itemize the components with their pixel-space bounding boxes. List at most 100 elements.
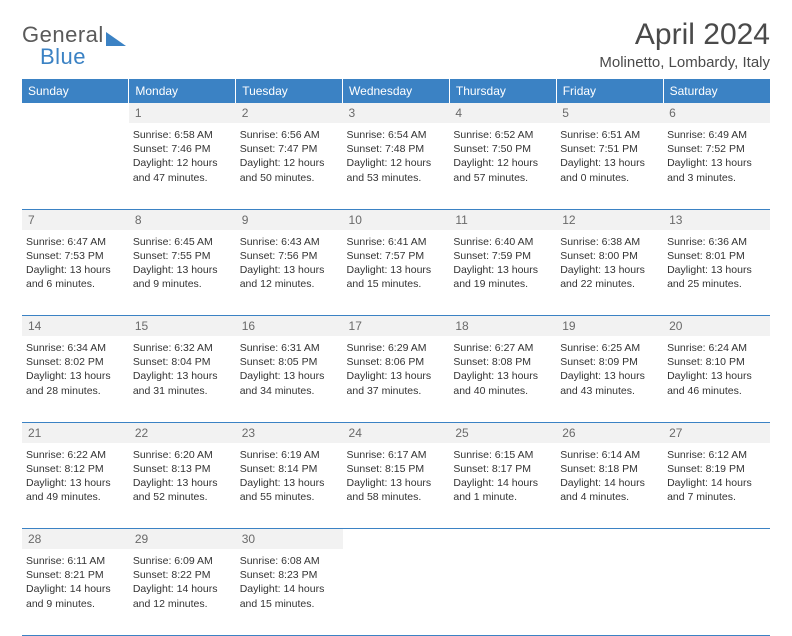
day-number: 4 — [449, 103, 556, 123]
day-detail: Sunrise: 6:54 AMSunset: 7:48 PMDaylight:… — [347, 126, 446, 185]
day-cell: Sunrise: 6:54 AMSunset: 7:48 PMDaylight:… — [343, 123, 450, 209]
day-cell: Sunrise: 6:22 AMSunset: 8:12 PMDaylight:… — [22, 443, 129, 529]
daynum-row: 78910111213 — [22, 209, 770, 230]
header: General Blue April 2024 Molinetto, Lomba… — [22, 18, 770, 71]
day-number: 24 — [343, 422, 450, 443]
calendar-body: 123456Sunrise: 6:58 AMSunset: 7:46 PMDay… — [22, 103, 770, 635]
day-cell: Sunrise: 6:32 AMSunset: 8:04 PMDaylight:… — [129, 336, 236, 422]
day-number: 26 — [556, 422, 663, 443]
day-number: 22 — [129, 422, 236, 443]
col-thursday: Thursday — [449, 79, 556, 103]
day-detail: Sunrise: 6:14 AMSunset: 8:18 PMDaylight:… — [560, 446, 659, 505]
col-wednesday: Wednesday — [343, 79, 450, 103]
col-friday: Friday — [556, 79, 663, 103]
day-number: 8 — [129, 209, 236, 230]
day-cell — [449, 549, 556, 635]
day-detail: Sunrise: 6:41 AMSunset: 7:57 PMDaylight:… — [347, 233, 446, 292]
day-cell: Sunrise: 6:49 AMSunset: 7:52 PMDaylight:… — [663, 123, 770, 209]
day-cell: Sunrise: 6:24 AMSunset: 8:10 PMDaylight:… — [663, 336, 770, 422]
col-sunday: Sunday — [22, 79, 129, 103]
day-detail — [560, 552, 659, 554]
day-detail: Sunrise: 6:31 AMSunset: 8:05 PMDaylight:… — [240, 339, 339, 398]
day-cell — [556, 549, 663, 635]
week-row: Sunrise: 6:11 AMSunset: 8:21 PMDaylight:… — [22, 549, 770, 635]
day-number: 12 — [556, 209, 663, 230]
day-detail — [667, 552, 766, 554]
day-cell — [343, 549, 450, 635]
day-detail: Sunrise: 6:15 AMSunset: 8:17 PMDaylight:… — [453, 446, 552, 505]
day-number: 13 — [663, 209, 770, 230]
day-number: 15 — [129, 316, 236, 337]
day-cell: Sunrise: 6:43 AMSunset: 7:56 PMDaylight:… — [236, 230, 343, 316]
day-detail — [347, 552, 446, 554]
logo: General Blue — [22, 18, 104, 70]
day-cell: Sunrise: 6:17 AMSunset: 8:15 PMDaylight:… — [343, 443, 450, 529]
day-detail: Sunrise: 6:08 AMSunset: 8:23 PMDaylight:… — [240, 552, 339, 611]
day-detail: Sunrise: 6:20 AMSunset: 8:13 PMDaylight:… — [133, 446, 232, 505]
title-block: April 2024 Molinetto, Lombardy, Italy — [599, 18, 770, 71]
day-detail: Sunrise: 6:56 AMSunset: 7:47 PMDaylight:… — [240, 126, 339, 185]
day-detail: Sunrise: 6:52 AMSunset: 7:50 PMDaylight:… — [453, 126, 552, 185]
day-detail: Sunrise: 6:09 AMSunset: 8:22 PMDaylight:… — [133, 552, 232, 611]
day-detail: Sunrise: 6:34 AMSunset: 8:02 PMDaylight:… — [26, 339, 125, 398]
day-detail: Sunrise: 6:40 AMSunset: 7:59 PMDaylight:… — [453, 233, 552, 292]
day-number: 17 — [343, 316, 450, 337]
day-detail: Sunrise: 6:36 AMSunset: 8:01 PMDaylight:… — [667, 233, 766, 292]
day-cell: Sunrise: 6:38 AMSunset: 8:00 PMDaylight:… — [556, 230, 663, 316]
page-title: April 2024 — [599, 18, 770, 52]
day-number: 16 — [236, 316, 343, 337]
day-number — [343, 529, 450, 550]
day-number — [22, 103, 129, 123]
day-detail: Sunrise: 6:32 AMSunset: 8:04 PMDaylight:… — [133, 339, 232, 398]
day-cell: Sunrise: 6:58 AMSunset: 7:46 PMDaylight:… — [129, 123, 236, 209]
day-number: 28 — [22, 529, 129, 550]
day-cell: Sunrise: 6:31 AMSunset: 8:05 PMDaylight:… — [236, 336, 343, 422]
location-text: Molinetto, Lombardy, Italy — [599, 54, 770, 71]
day-number: 25 — [449, 422, 556, 443]
day-detail: Sunrise: 6:19 AMSunset: 8:14 PMDaylight:… — [240, 446, 339, 505]
day-cell: Sunrise: 6:09 AMSunset: 8:22 PMDaylight:… — [129, 549, 236, 635]
calendar-table: Sunday Monday Tuesday Wednesday Thursday… — [22, 79, 770, 636]
week-row: Sunrise: 6:47 AMSunset: 7:53 PMDaylight:… — [22, 230, 770, 316]
day-cell: Sunrise: 6:12 AMSunset: 8:19 PMDaylight:… — [663, 443, 770, 529]
week-row: Sunrise: 6:22 AMSunset: 8:12 PMDaylight:… — [22, 443, 770, 529]
day-detail: Sunrise: 6:12 AMSunset: 8:19 PMDaylight:… — [667, 446, 766, 505]
day-cell: Sunrise: 6:45 AMSunset: 7:55 PMDaylight:… — [129, 230, 236, 316]
daynum-row: 21222324252627 — [22, 422, 770, 443]
day-number: 5 — [556, 103, 663, 123]
day-cell — [22, 123, 129, 209]
day-number: 1 — [129, 103, 236, 123]
day-cell: Sunrise: 6:19 AMSunset: 8:14 PMDaylight:… — [236, 443, 343, 529]
day-detail: Sunrise: 6:51 AMSunset: 7:51 PMDaylight:… — [560, 126, 659, 185]
logo-line2: Blue — [40, 44, 104, 70]
day-number — [663, 529, 770, 550]
day-number: 14 — [22, 316, 129, 337]
day-number: 27 — [663, 422, 770, 443]
day-cell: Sunrise: 6:25 AMSunset: 8:09 PMDaylight:… — [556, 336, 663, 422]
day-number: 10 — [343, 209, 450, 230]
daynum-row: 282930 — [22, 529, 770, 550]
week-row: Sunrise: 6:34 AMSunset: 8:02 PMDaylight:… — [22, 336, 770, 422]
day-number: 20 — [663, 316, 770, 337]
day-detail: Sunrise: 6:47 AMSunset: 7:53 PMDaylight:… — [26, 233, 125, 292]
daynum-row: 123456 — [22, 103, 770, 123]
day-cell: Sunrise: 6:29 AMSunset: 8:06 PMDaylight:… — [343, 336, 450, 422]
day-detail — [26, 126, 125, 128]
col-monday: Monday — [129, 79, 236, 103]
day-cell: Sunrise: 6:52 AMSunset: 7:50 PMDaylight:… — [449, 123, 556, 209]
day-header-row: Sunday Monday Tuesday Wednesday Thursday… — [22, 79, 770, 103]
day-cell: Sunrise: 6:27 AMSunset: 8:08 PMDaylight:… — [449, 336, 556, 422]
day-cell: Sunrise: 6:08 AMSunset: 8:23 PMDaylight:… — [236, 549, 343, 635]
day-cell: Sunrise: 6:41 AMSunset: 7:57 PMDaylight:… — [343, 230, 450, 316]
day-number — [449, 529, 556, 550]
col-tuesday: Tuesday — [236, 79, 343, 103]
day-detail: Sunrise: 6:24 AMSunset: 8:10 PMDaylight:… — [667, 339, 766, 398]
day-number — [556, 529, 663, 550]
day-cell: Sunrise: 6:47 AMSunset: 7:53 PMDaylight:… — [22, 230, 129, 316]
day-detail: Sunrise: 6:45 AMSunset: 7:55 PMDaylight:… — [133, 233, 232, 292]
day-detail — [453, 552, 552, 554]
day-cell: Sunrise: 6:36 AMSunset: 8:01 PMDaylight:… — [663, 230, 770, 316]
logo-text: General Blue — [22, 22, 104, 70]
day-number: 29 — [129, 529, 236, 550]
day-cell: Sunrise: 6:20 AMSunset: 8:13 PMDaylight:… — [129, 443, 236, 529]
